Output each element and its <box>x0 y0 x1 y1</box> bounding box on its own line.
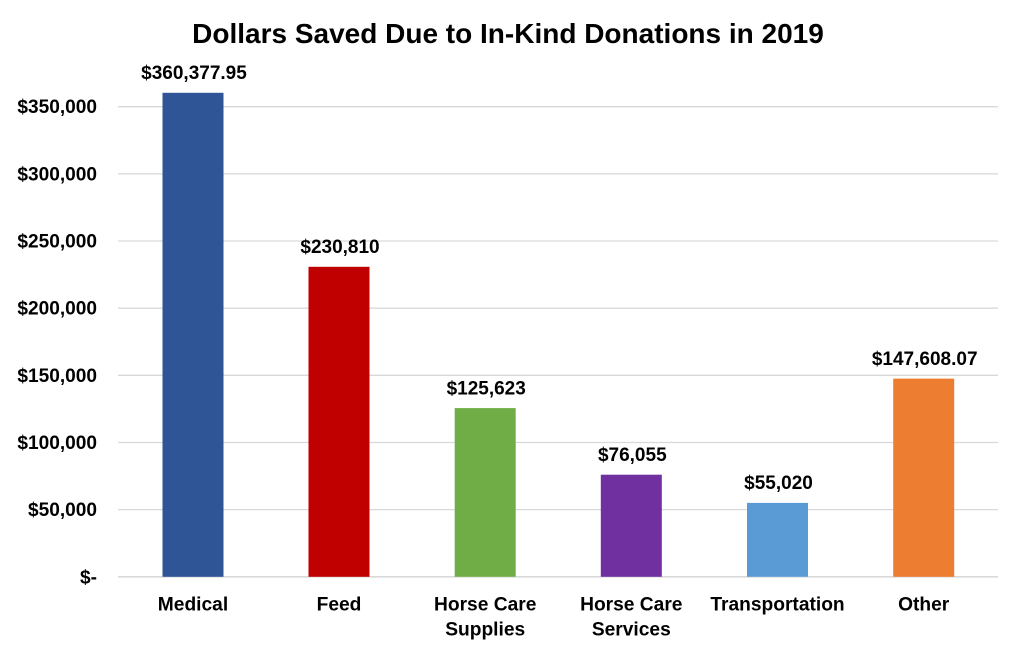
svg-text:Transportation: Transportation <box>710 595 844 616</box>
svg-text:Services: Services <box>592 620 671 641</box>
svg-text:$350,000: $350,000 <box>17 97 97 118</box>
svg-text:$76,055: $76,055 <box>598 445 667 466</box>
svg-text:$100,000: $100,000 <box>17 433 97 454</box>
svg-text:$250,000: $250,000 <box>17 232 97 253</box>
svg-text:$360,377.95: $360,377.95 <box>141 63 247 84</box>
svg-text:Horse Care: Horse Care <box>434 595 537 616</box>
svg-text:$200,000: $200,000 <box>17 299 97 320</box>
svg-text:Dollars Saved Due to In-Kind D: Dollars Saved Due to In-Kind Donations i… <box>192 18 824 49</box>
svg-text:Medical: Medical <box>158 595 228 616</box>
svg-text:$125,623: $125,623 <box>447 378 526 399</box>
svg-text:Supplies: Supplies <box>445 620 525 641</box>
svg-text:Feed: Feed <box>317 595 362 616</box>
svg-text:$50,000: $50,000 <box>28 500 97 521</box>
svg-text:$55,020: $55,020 <box>744 473 813 494</box>
svg-text:$-: $- <box>80 567 97 588</box>
svg-text:$147,608.07: $147,608.07 <box>872 349 978 370</box>
svg-text:Horse Care: Horse Care <box>580 595 683 616</box>
svg-text:$230,810: $230,810 <box>300 237 379 258</box>
svg-text:Other: Other <box>898 595 950 616</box>
svg-text:$150,000: $150,000 <box>17 366 97 387</box>
svg-text:$300,000: $300,000 <box>17 164 97 185</box>
